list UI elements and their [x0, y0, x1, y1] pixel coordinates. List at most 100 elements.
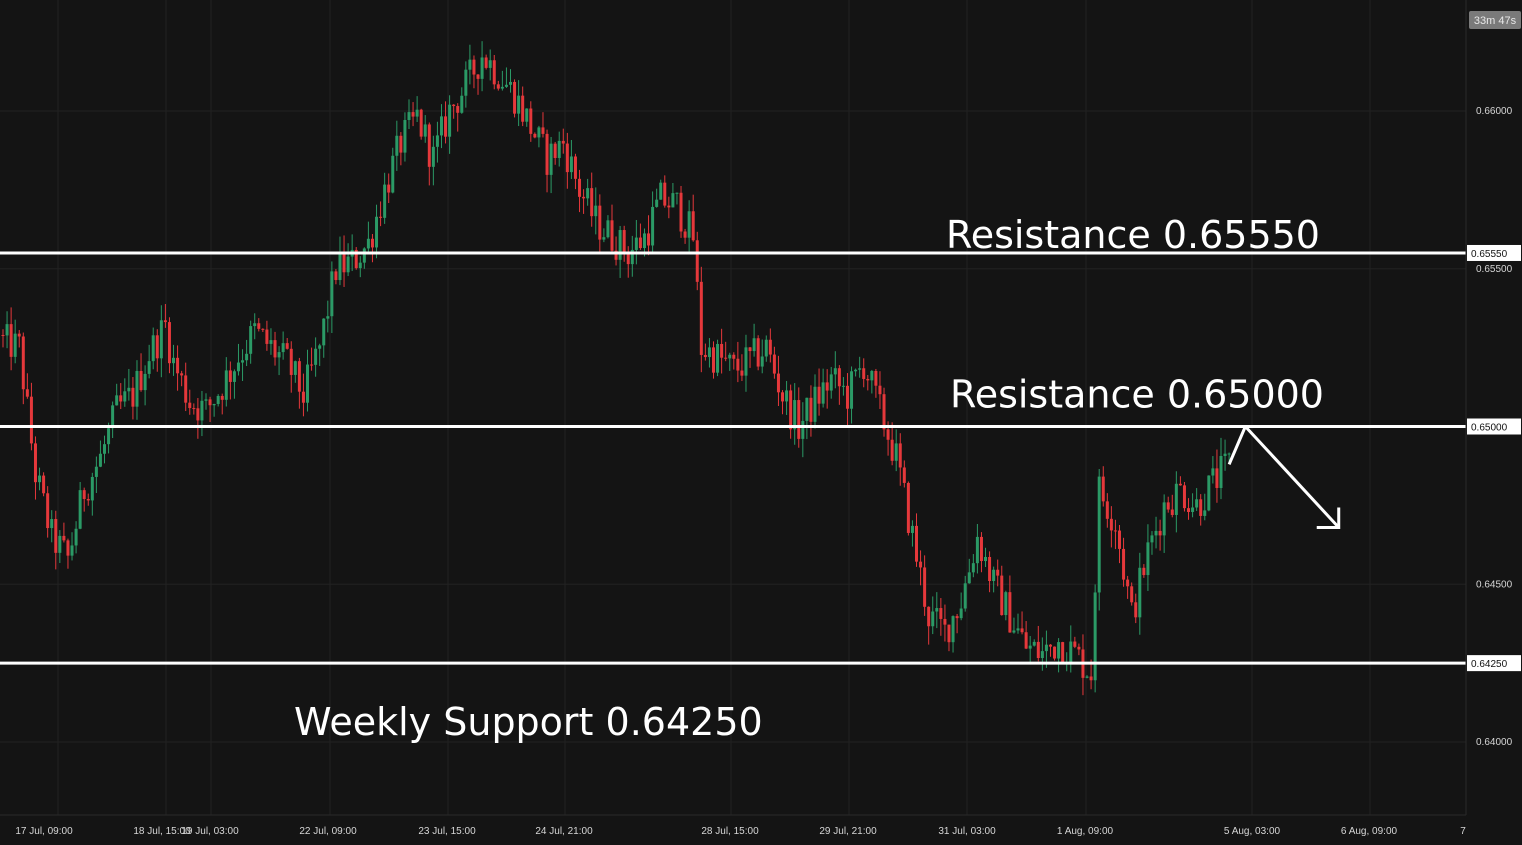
- candle: [675, 192, 679, 205]
- price-tick-label: 0.64500: [1476, 579, 1513, 590]
- time-tick-label: 29 Jul, 21:00: [819, 826, 877, 837]
- candle: [553, 141, 557, 165]
- candle: [216, 394, 220, 407]
- candle: [1004, 590, 1008, 621]
- candle: [817, 368, 821, 416]
- candle: [878, 371, 882, 409]
- candle: [890, 422, 894, 466]
- candle: [257, 318, 261, 332]
- candle: [699, 266, 703, 373]
- candle: [1016, 613, 1020, 634]
- candle: [744, 334, 748, 392]
- candle: [172, 344, 176, 376]
- candle: [241, 349, 245, 381]
- candle: [525, 108, 529, 127]
- candle: [517, 80, 521, 127]
- candle: [1158, 519, 1162, 551]
- candle: [671, 183, 675, 208]
- candle: [78, 481, 82, 530]
- projection-arrow: [1227, 425, 1341, 529]
- candle: [1138, 552, 1142, 635]
- arrow-head: [1316, 507, 1341, 529]
- candle: [151, 327, 155, 370]
- candle: [176, 345, 180, 391]
- price-axis[interactable]: 0.66000 0.65500 0.64500 0.64000: [1476, 106, 1513, 748]
- candle: [184, 362, 188, 412]
- candle: [821, 368, 825, 408]
- candle: [829, 366, 833, 399]
- candle: [951, 615, 955, 653]
- candle: [1048, 644, 1052, 657]
- candle: [630, 235, 634, 277]
- candle: [358, 256, 362, 278]
- support-resistance-levels: 0.65550 Resistance 0.65550 0.65000 Resistan…: [0, 213, 1521, 744]
- candle: [695, 231, 699, 291]
- candle: [273, 331, 277, 366]
- candle: [805, 397, 809, 440]
- candle: [212, 403, 216, 417]
- candle: [362, 247, 366, 269]
- candle: [38, 467, 42, 491]
- candle: [285, 338, 289, 350]
- candle: [919, 550, 923, 586]
- candle: [204, 393, 208, 410]
- candle: [496, 80, 500, 91]
- candle: [963, 575, 967, 612]
- candle: [1146, 524, 1150, 591]
- candle: [338, 236, 342, 286]
- candle: [90, 472, 94, 516]
- candle: [825, 369, 829, 409]
- candle: [62, 522, 66, 543]
- candle: [314, 337, 318, 377]
- candlestick-series: [1, 41, 1231, 696]
- candle: [724, 341, 728, 362]
- candle: [98, 440, 102, 468]
- candle: [504, 67, 508, 88]
- candle: [1195, 488, 1199, 511]
- candle: [375, 204, 379, 259]
- countdown-text: 33m 47s: [1474, 15, 1517, 27]
- candle: [882, 387, 886, 437]
- candle: [82, 487, 86, 512]
- candle: [667, 196, 671, 219]
- candle: [776, 355, 780, 407]
- candle: [1215, 449, 1219, 503]
- level-price-tag-text: 0.64250: [1471, 659, 1508, 670]
- candle: [119, 383, 123, 410]
- candle: [135, 360, 139, 420]
- candle: [1203, 493, 1207, 521]
- candle: [772, 346, 776, 379]
- candle: [663, 175, 667, 208]
- candle: [167, 317, 171, 374]
- candle: [1174, 471, 1178, 533]
- candle: [793, 383, 797, 445]
- time-tick-label: 24 Jul, 21:00: [535, 826, 593, 837]
- candle: [1178, 476, 1182, 486]
- candle: [541, 112, 545, 138]
- candle: [74, 521, 78, 554]
- candle: [841, 377, 845, 396]
- time-tick-label: 28 Jul, 15:00: [701, 826, 759, 837]
- candle: [379, 201, 383, 227]
- candle: [1118, 525, 1121, 564]
- candle: [86, 493, 90, 506]
- candle: [573, 153, 577, 190]
- candle: [277, 346, 281, 376]
- candle: [582, 189, 586, 214]
- candle: [395, 120, 399, 171]
- candle: [50, 510, 54, 543]
- candle: [1101, 466, 1105, 507]
- candle: [94, 456, 98, 493]
- candle: [850, 366, 854, 424]
- candle: [383, 172, 387, 224]
- candle: [655, 188, 659, 208]
- candle: [984, 547, 988, 568]
- candle: [740, 354, 744, 382]
- candle: [163, 304, 167, 328]
- candle: [915, 513, 918, 567]
- candle: [1032, 639, 1036, 647]
- candle: [1219, 437, 1223, 500]
- level-price-tag-text: 0.65000: [1471, 423, 1508, 434]
